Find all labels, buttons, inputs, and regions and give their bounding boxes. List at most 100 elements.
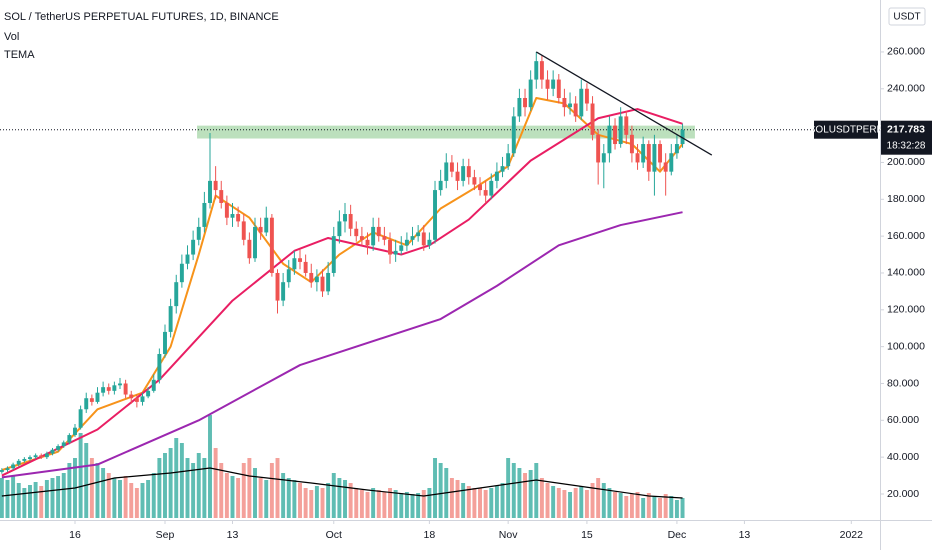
currency-box[interactable] [888,7,926,26]
candle-body [208,180,212,203]
y-tick-label: 20.000 [887,488,919,500]
volume-bar [376,490,381,518]
volume-bar [264,480,269,518]
candle-body [590,103,595,135]
x-tick-label: Oct [326,529,342,541]
candle-body [449,162,454,172]
volume-bar [556,488,561,518]
candle-body [466,166,471,178]
moving-average [1,211,683,479]
volume-bar [455,480,460,518]
candle-body [528,79,533,108]
candle-body [22,458,27,461]
candle-body [236,214,241,222]
volume-bar [669,496,674,518]
volume-bar [230,476,235,518]
volume-bar [388,488,392,518]
candle-body [596,134,601,163]
candle-body [663,162,668,172]
x-tick-label: 13 [739,529,751,541]
candle-body [658,144,663,163]
candle-body [618,116,623,145]
candle-body [118,383,122,386]
candle-body [607,125,612,154]
volume-bar [140,483,145,518]
candle-body [140,396,145,402]
volume-bar [281,473,286,518]
candle-body [219,190,224,203]
candle-body [112,385,117,391]
candle-body [264,217,269,233]
volume-bar [112,478,117,518]
volume-bar [404,492,409,518]
candle-body [337,221,342,237]
candle-body [292,258,297,270]
currency[interactable]: USDT [893,12,920,23]
volume-bar [196,453,201,518]
x-tick-label: 2022 [840,529,864,541]
candle-body [157,354,162,380]
volume-bar [461,483,466,518]
volume-bar [337,478,342,518]
candle-body [421,232,426,246]
volume-bar [680,498,685,518]
candle-body [399,245,404,251]
volume-bar [607,488,612,518]
candle-body [174,282,179,307]
candle-body [281,282,286,301]
volume-bar [89,458,94,518]
volume-bar [449,478,454,518]
candle-body [326,272,331,292]
candle-body [551,79,556,89]
volume-bar [382,492,387,518]
candle-body [584,88,589,104]
candle-body [191,239,196,255]
candle-body [410,236,415,240]
volume-bar [483,490,488,518]
volume-bar [44,480,49,518]
volume-bar [365,492,370,518]
volume-bar [584,490,589,518]
candle-body [393,250,398,255]
volume-bar [275,458,280,518]
candle-body [134,398,139,402]
candle-body [601,153,606,163]
trendline [535,51,713,156]
candle-body [674,144,679,154]
volume-bar [253,468,257,518]
volume-bar [646,493,651,518]
candle-body [247,239,252,259]
candle-body [39,455,44,458]
candle-body [67,435,72,443]
volume-bar [517,468,522,518]
volume-bar [61,473,66,518]
volume-bar [78,433,83,518]
candle-body [241,221,246,240]
candle-body [213,180,218,191]
candle-body [129,394,134,399]
volume-bar [118,480,122,518]
candle-body [106,387,111,391]
candle-body [33,455,38,458]
candle-body [517,97,522,117]
candle-body [151,379,156,391]
candle-body [359,236,364,240]
x-tick-label: Nov [499,529,518,541]
volume-bar [354,488,359,518]
volume-bar [224,473,229,518]
volume-bar [123,476,128,518]
candle-body [314,276,319,283]
volume-bar [191,463,196,518]
candle-body [224,202,229,218]
volume-bar [652,496,657,518]
volume-bar [168,448,173,518]
volume-bar [494,486,499,518]
volume-bar [320,488,325,518]
y-tick-label: 160.000 [887,230,925,242]
candle-body [303,261,308,273]
volume-bar [410,494,415,518]
candle-body [489,180,494,196]
x-tick-label: 13 [227,529,239,541]
candle-body [534,61,539,80]
